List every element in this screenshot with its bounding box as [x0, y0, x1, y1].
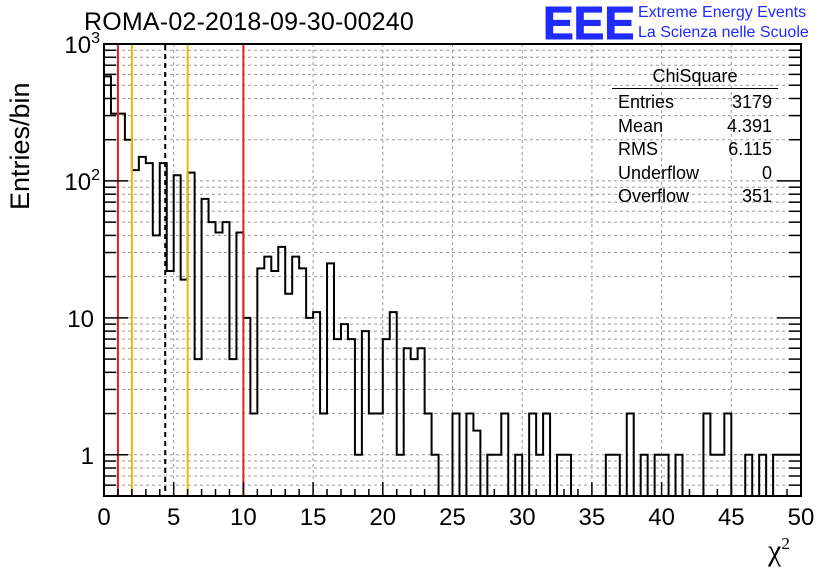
x-tick-label: 50 [788, 504, 815, 531]
stats-row-rms: RMS 6.115 [612, 138, 778, 162]
logo-line-1: Extreme Energy Events [638, 4, 807, 21]
stats-value: 6.115 [728, 139, 772, 159]
axis-ticks [103, 49, 802, 497]
y-tick-labels: 1 10 102 103 [64, 30, 100, 470]
x-tick-label: 10 [230, 504, 257, 531]
grid-lines [104, 44, 801, 496]
stats-row-underflow: Underflow 0 [612, 162, 778, 186]
y-tick-label: 1 [81, 443, 94, 470]
x-axis-label: χ2 [768, 534, 790, 567]
stats-label: RMS [618, 139, 658, 159]
x-tick-label: 35 [579, 504, 606, 531]
stats-label: Mean [618, 115, 664, 136]
stats-value: 3179 [731, 92, 772, 112]
stats-row-entries: Entries 3179 [612, 91, 778, 115]
reference-lines [116, 45, 245, 496]
x-tick-label: 5 [167, 504, 180, 531]
x-tick-label: 40 [648, 504, 675, 531]
x-tick-label: 15 [300, 504, 327, 531]
eee-logo: EEE [543, 1, 633, 45]
logo-line-2: La Scienza nelle Scuole [638, 24, 809, 41]
stats-value: 4.391 [726, 115, 772, 136]
x-tick-labels: 0 5 10 15 20 25 30 35 40 45 50 [97, 504, 814, 531]
x-tick-label: 0 [97, 504, 110, 531]
stats-row-overflow: Overflow 351 [612, 185, 778, 209]
y-tick-label: 10 [67, 306, 94, 333]
stats-label: Underflow [618, 162, 700, 183]
stats-label: Entries [618, 92, 675, 112]
y-axis-label: Entries/bin [5, 82, 35, 210]
stats-title: ChiSquare [612, 66, 778, 89]
stats-value: 351 [741, 186, 772, 206]
x-tick-label: 25 [439, 504, 466, 531]
x-tick-label: 45 [718, 504, 745, 531]
stats-label: Overflow [618, 186, 690, 206]
x-tick-label: 30 [509, 504, 536, 531]
logo-caption: Extreme Energy Events La Scienza nelle S… [638, 3, 809, 43]
stats-row-mean: Mean 4.391 [612, 115, 778, 139]
x-tick-label: 20 [369, 504, 396, 531]
stats-value: 0 [761, 162, 772, 183]
y-tick-label: 103 [64, 30, 100, 59]
run-title: ROMA-02-2018-09-30-00240 [84, 8, 414, 36]
y-tick-label: 102 [64, 167, 100, 196]
stats-box: ChiSquare Entries 3179 Mean 4.391 RMS 6.115… [612, 66, 778, 209]
svg-text:EEE: EEE [543, 1, 633, 45]
